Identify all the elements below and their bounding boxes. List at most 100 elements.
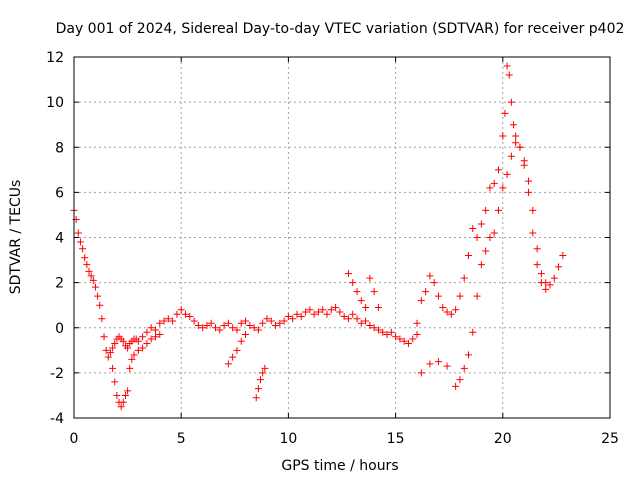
- data-point: [156, 319, 164, 327]
- data-point: [297, 312, 305, 320]
- data-point: [229, 324, 237, 332]
- data-point: [469, 224, 477, 232]
- data-point: [482, 247, 490, 255]
- x-axis-label: GPS time / hours: [281, 458, 398, 474]
- y-tick-label: 0: [55, 321, 64, 337]
- series-late-upper: [413, 62, 567, 327]
- data-point: [525, 177, 533, 185]
- data-point: [447, 310, 455, 318]
- data-point: [119, 337, 127, 345]
- data-point: [91, 283, 99, 291]
- data-point: [151, 326, 159, 334]
- data-point: [237, 337, 245, 345]
- data-point: [559, 252, 567, 260]
- data-point: [501, 109, 509, 117]
- data-point: [186, 312, 194, 320]
- data-point: [434, 292, 442, 300]
- data-point: [452, 306, 460, 314]
- data-point: [340, 312, 348, 320]
- data-point: [477, 261, 485, 269]
- data-point: [525, 188, 533, 196]
- data-point: [289, 315, 297, 323]
- data-point: [362, 317, 370, 325]
- data-point: [139, 344, 147, 352]
- data-point: [102, 346, 110, 354]
- data-point: [452, 382, 460, 390]
- data-point: [443, 308, 451, 316]
- data-point: [134, 337, 142, 345]
- x-tick-label: 10: [279, 431, 297, 447]
- data-point: [276, 319, 284, 327]
- x-tick-label: 25: [601, 431, 619, 447]
- data-point: [417, 297, 425, 305]
- data-point: [220, 321, 228, 329]
- data-point: [503, 62, 511, 70]
- data-point: [284, 312, 292, 320]
- series-late-lower: [417, 139, 550, 390]
- series-main-trace: [70, 206, 421, 361]
- data-point: [81, 254, 89, 262]
- series-segment-8h: [252, 364, 269, 402]
- data-point: [109, 344, 117, 352]
- data-point: [293, 310, 301, 318]
- y-tick-label: 12: [46, 50, 64, 66]
- data-point: [426, 272, 434, 280]
- data-point: [104, 353, 112, 361]
- data-point: [460, 364, 468, 372]
- data-point: [233, 346, 241, 354]
- data-point: [495, 166, 503, 174]
- data-point: [314, 308, 322, 316]
- x-tick-label: 15: [387, 431, 405, 447]
- data-point: [233, 326, 241, 334]
- data-point: [434, 358, 442, 366]
- x-tick-labels: 0 5 10 15 20 25: [70, 431, 619, 447]
- data-point: [259, 369, 267, 377]
- data-point: [477, 220, 485, 228]
- data-point: [413, 319, 421, 327]
- data-point: [473, 292, 481, 300]
- data-point: [512, 132, 520, 140]
- series-lower-branch-early: [109, 331, 164, 411]
- data-point: [124, 387, 132, 395]
- data-point: [128, 355, 136, 363]
- data-point: [499, 132, 507, 140]
- data-point: [464, 252, 472, 260]
- data-point: [194, 321, 202, 329]
- data-point: [542, 285, 550, 293]
- y-tick-label: 8: [55, 140, 64, 156]
- data-point: [319, 306, 327, 314]
- data-point: [507, 98, 515, 106]
- data-point: [207, 319, 215, 327]
- data-point: [495, 206, 503, 214]
- data-point: [252, 394, 260, 402]
- data-point: [469, 328, 477, 336]
- data-point: [113, 391, 121, 399]
- data-point: [396, 335, 404, 343]
- y-tick-labels: -4 -2 0 2 4 6 8 10 12: [46, 50, 64, 427]
- data-point: [357, 297, 365, 305]
- data-point: [383, 331, 391, 339]
- data-point: [555, 263, 563, 271]
- data-point: [224, 319, 232, 327]
- data-point: [456, 292, 464, 300]
- data-point: [111, 340, 119, 348]
- data-points: [70, 62, 567, 411]
- data-point: [533, 245, 541, 253]
- data-point: [512, 139, 520, 147]
- data-point: [413, 331, 421, 339]
- data-point: [151, 333, 159, 341]
- x-tick-label: 5: [177, 431, 186, 447]
- data-point: [173, 310, 181, 318]
- data-point: [164, 315, 172, 323]
- data-point: [499, 184, 507, 192]
- data-point: [349, 279, 357, 287]
- data-point: [310, 310, 318, 318]
- data-point: [96, 301, 104, 309]
- data-point: [374, 326, 382, 334]
- data-point: [353, 288, 361, 296]
- data-point: [89, 276, 97, 284]
- data-point: [516, 143, 524, 151]
- data-point: [473, 234, 481, 241]
- data-point: [257, 376, 265, 384]
